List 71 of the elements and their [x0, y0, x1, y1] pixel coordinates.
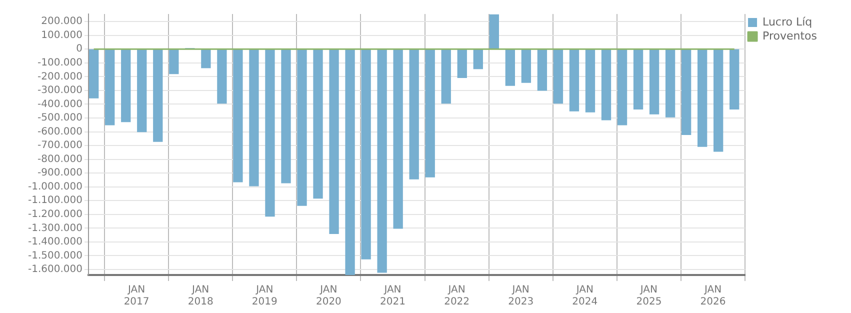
- x-tick-label: JAN 2022: [444, 284, 470, 308]
- y-tick-label: -600.000: [38, 126, 82, 138]
- bar: [233, 49, 243, 182]
- bar: [697, 49, 708, 147]
- bar: [329, 49, 339, 234]
- y-tick-label: 100.000: [41, 30, 82, 41]
- bar: [361, 49, 371, 260]
- y-tick-label: -1.200.000: [28, 208, 82, 220]
- y-tick-label: -1.600.000: [28, 264, 82, 276]
- bar: [633, 49, 644, 110]
- bar: [345, 49, 355, 275]
- bar: [137, 49, 147, 132]
- legend-label: Proventos: [762, 29, 818, 42]
- x-tick-label: JAN 2023: [508, 284, 534, 308]
- bar: [297, 49, 307, 206]
- y-tick-label: -200.000: [38, 71, 82, 82]
- bar: [730, 49, 740, 110]
- y-tick-label: -1.300.000: [28, 222, 82, 234]
- bar: [105, 49, 115, 126]
- bar: [281, 49, 291, 184]
- y-tick-label: -1.100.000: [28, 195, 82, 206]
- bar: [249, 49, 259, 186]
- x-tick-label: JAN 2017: [124, 284, 150, 308]
- y-tick-label: 200.000: [41, 16, 82, 28]
- bar: [649, 49, 660, 114]
- bar: [89, 49, 99, 98]
- y-tick-label: -100.000: [38, 57, 82, 68]
- x-tick-label: JAN 2019: [252, 284, 278, 308]
- bar: [201, 49, 211, 68]
- bar: [537, 49, 548, 91]
- bar: [473, 49, 483, 70]
- bar: [585, 49, 596, 112]
- bar: [617, 49, 628, 126]
- bar: [681, 49, 692, 135]
- bar: [265, 49, 275, 217]
- x-tick-label: JAN 2025: [636, 284, 662, 308]
- bar: [377, 49, 387, 273]
- y-tick-label: -700.000: [38, 140, 82, 152]
- bar: [521, 49, 532, 83]
- bar: [505, 49, 515, 86]
- x-tick-label: JAN 2024: [572, 284, 598, 308]
- bar: [457, 49, 467, 78]
- bar: [169, 49, 179, 74]
- x-tick-label: JAN 2018: [188, 284, 214, 308]
- y-tick-label: -800.000: [38, 154, 82, 165]
- bar: [425, 49, 435, 178]
- x-tick-label: JAN 2020: [316, 284, 342, 308]
- y-tick-label: 0: [76, 44, 82, 55]
- bar: [489, 14, 499, 49]
- bar: [217, 49, 227, 104]
- bar: [601, 49, 612, 120]
- bar: [441, 49, 451, 104]
- y-tick-label: -900.000: [38, 168, 82, 179]
- y-tick-label: -1.000.000: [28, 181, 82, 192]
- bar: [714, 49, 724, 152]
- x-tick-label: JAN 2026: [700, 284, 726, 308]
- bar: [569, 49, 580, 112]
- bar: [393, 49, 403, 229]
- y-tick-label: -500.000: [38, 112, 82, 124]
- bar: [313, 49, 323, 199]
- y-tick-label: -400.000: [38, 98, 82, 110]
- y-tick-label: -1.500.000: [28, 250, 82, 262]
- bar: [409, 49, 419, 180]
- bar: [121, 49, 131, 122]
- legend-label: Lucro Líq: [762, 15, 812, 28]
- y-tick-label: -1.400.000: [28, 236, 82, 248]
- bar: [153, 49, 163, 142]
- y-tick-label: -300.000: [38, 85, 82, 96]
- x-tick-label: JAN 2021: [380, 284, 406, 308]
- bar: [665, 49, 676, 118]
- bar: [553, 49, 564, 104]
